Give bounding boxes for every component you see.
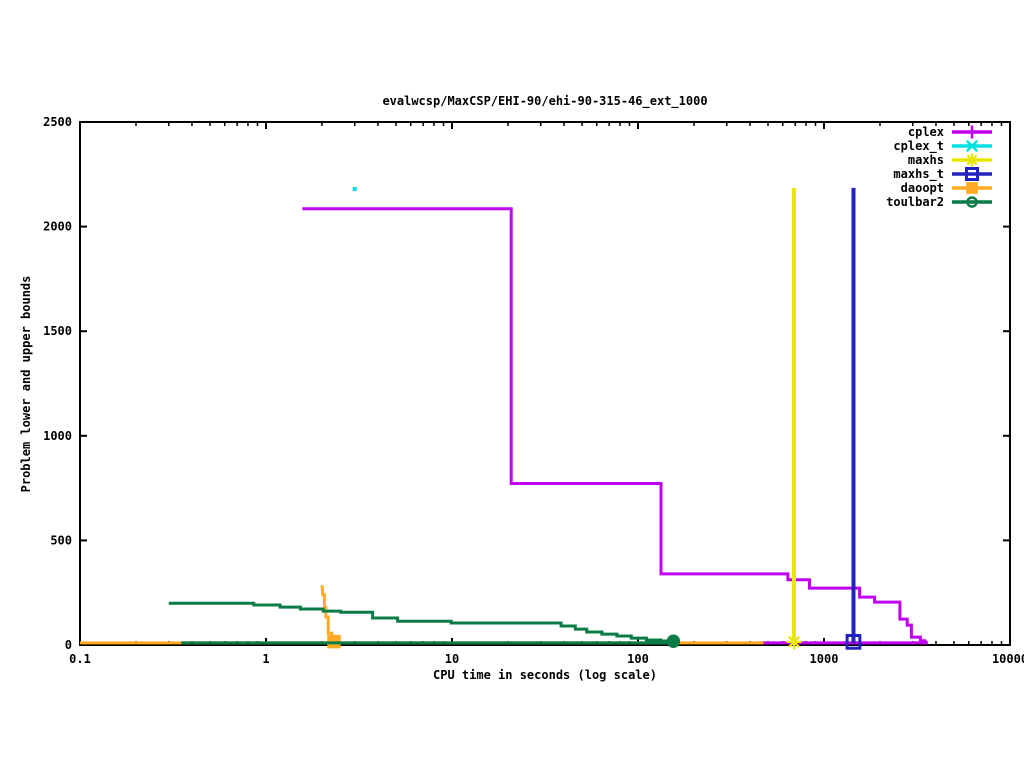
series-maxhs_t [845, 187, 862, 650]
y-tick-label: 2000 [43, 220, 72, 234]
chart-title: evalwcsp/MaxCSP/EHI-90/ehi-90-315-46_ext… [382, 94, 708, 108]
legend-marker-daoopt [966, 182, 978, 194]
x-tick-label: 0.1 [69, 652, 91, 666]
y-tick-label: 500 [50, 533, 72, 547]
legend-sample-cplex_t [952, 139, 992, 153]
legend-marker-cplex_t [965, 139, 979, 153]
x-axis-label: CPU time in seconds (log scale) [433, 668, 657, 682]
legend: cplex cplex_t maxhs maxhs_t daoopt toulbar2 [886, 125, 992, 209]
maxhs-final-marker [786, 634, 802, 650]
daoopt-bound-line [320, 585, 334, 641]
legend-label-maxhs: maxhs [907, 153, 944, 167]
maxhs_t-final-marker [845, 633, 862, 650]
y-tick-label: 1000 [43, 429, 72, 443]
legend-sample-maxhs [952, 153, 992, 167]
legend-sample-maxhs_t [952, 167, 992, 181]
x-tick-label: 1000 [810, 652, 839, 666]
toulbar2-bound-line [181, 640, 674, 645]
y-tick-label: 2500 [43, 115, 72, 129]
legend-marker-cplex [965, 125, 979, 139]
series-maxhs [786, 187, 802, 650]
cplex-bound-line [755, 640, 928, 645]
legend-item-cplex_t: cplex_t [886, 139, 992, 153]
y-tick-label: 1500 [43, 324, 72, 338]
legend-label-daoopt: daoopt [900, 181, 944, 195]
y-tick-label: 0 [65, 638, 72, 652]
cplex_t-final-marker [352, 186, 357, 191]
plot-border [79, 121, 1011, 646]
legend-marker-toulbar2 [966, 196, 978, 208]
legend-item-cplex: cplex [886, 125, 992, 139]
toulbar2-final-marker [666, 634, 681, 648]
legend-marker-maxhs_t [964, 167, 980, 181]
legend-label-cplex: cplex [907, 125, 944, 139]
series-toulbar2 [168, 601, 681, 648]
x-tick-label: 10 [445, 652, 459, 666]
series-cplex_t [352, 186, 357, 191]
x-tick-label: 1 [262, 652, 269, 666]
legend-sample-daoopt [952, 182, 992, 194]
legend-sample-cplex [952, 125, 992, 139]
legend-sample-toulbar2 [952, 196, 992, 208]
legend-label-cplex_t: cplex_t [893, 139, 944, 153]
legend-item-maxhs: maxhs [886, 153, 992, 167]
legend-item-daoopt: daoopt [886, 181, 992, 195]
toulbar2-bound-line [168, 601, 672, 643]
legend-label-maxhs_t: maxhs_t [893, 167, 944, 181]
cplex-bound-line [302, 207, 927, 643]
legend-marker-maxhs [965, 153, 979, 167]
legend-label-toulbar2: toulbar2 [886, 195, 944, 209]
series-cplex [302, 207, 928, 645]
legend-item-maxhs_t: maxhs_t [886, 167, 992, 181]
x-tick-label: 100 [627, 652, 649, 666]
legend-item-toulbar2: toulbar2 [886, 195, 992, 209]
